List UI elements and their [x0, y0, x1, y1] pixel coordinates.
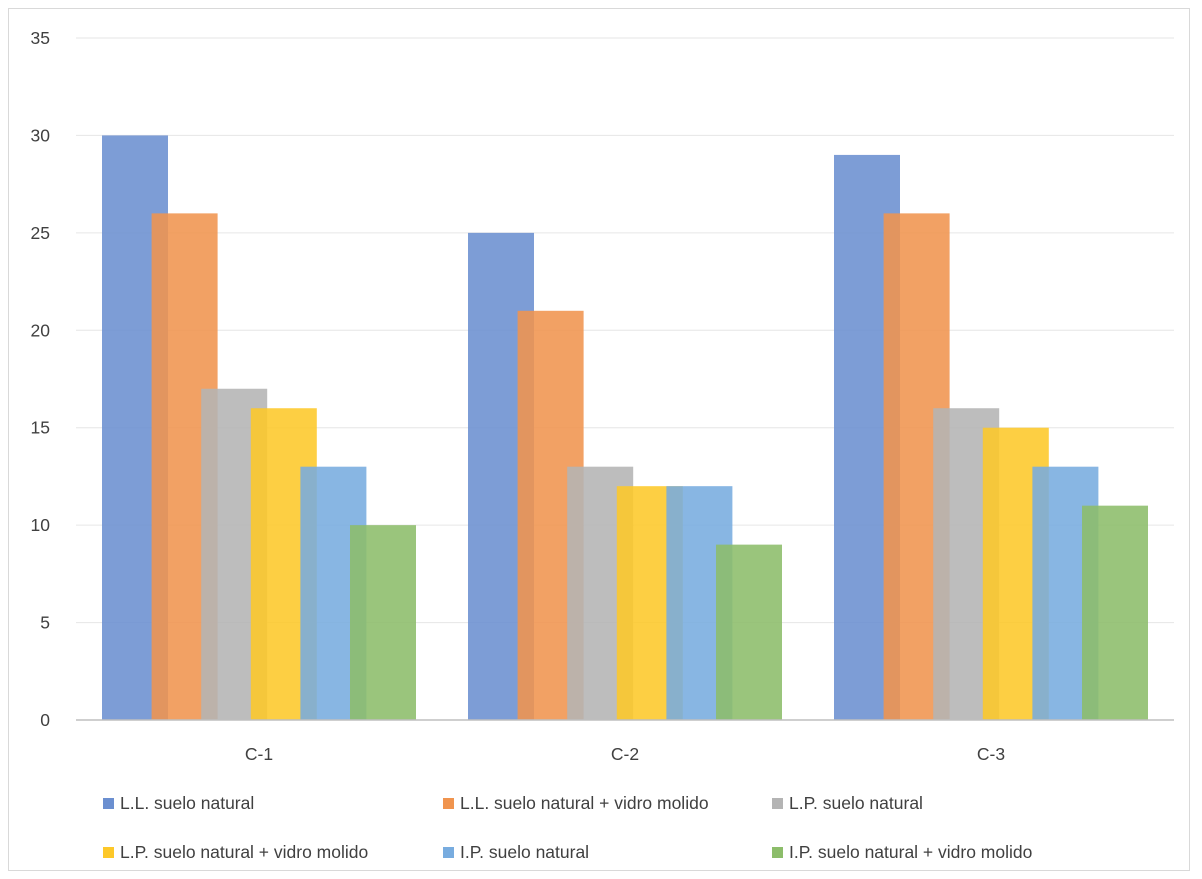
- y-tick-label: 35: [31, 28, 50, 48]
- x-tick-label: C-1: [245, 744, 273, 764]
- y-tick-label: 0: [40, 710, 50, 730]
- bar-c-2-series-6: [716, 544, 782, 720]
- bar-c-3-series-6: [1082, 505, 1148, 720]
- bar-c-1-series-6: [350, 525, 416, 720]
- y-tick-label: 30: [31, 125, 51, 145]
- y-tick-label: 5: [40, 613, 50, 633]
- x-tick-label: C-3: [977, 744, 1005, 764]
- y-tick-label: 10: [31, 515, 51, 535]
- y-tick-label: 20: [31, 320, 51, 340]
- y-tick-label: 15: [31, 418, 50, 438]
- y-tick-label: 25: [31, 223, 50, 243]
- x-tick-label: C-2: [611, 744, 639, 764]
